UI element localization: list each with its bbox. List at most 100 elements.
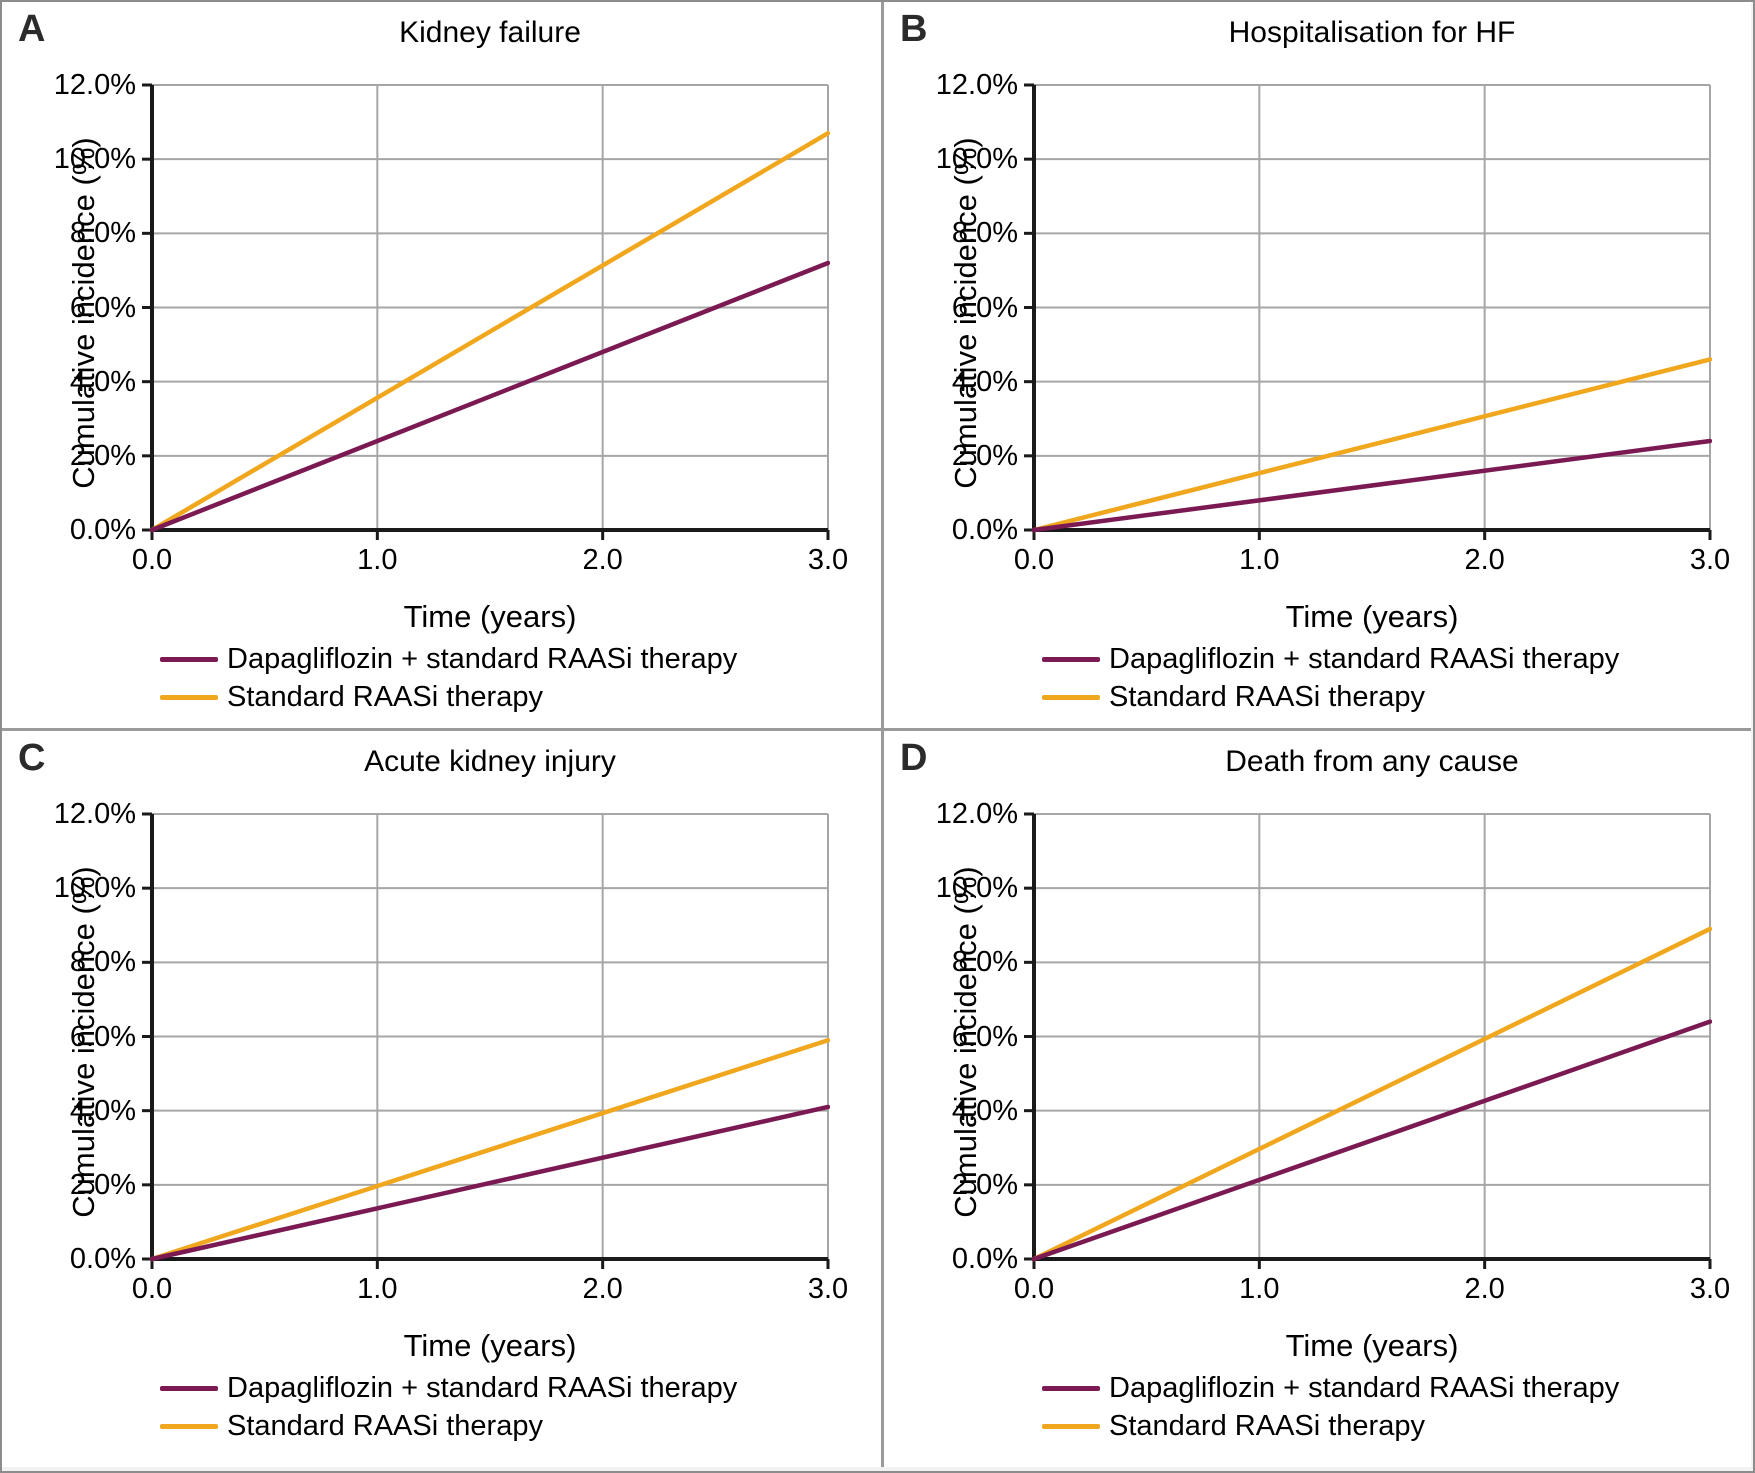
y-tick-label: 8.0% <box>69 217 136 250</box>
y-tick-label: 6.0% <box>951 291 1018 324</box>
y-tick-labels: 12.0% 10.0% 8.0% 6.0% 4.0% 2.0% 0.0% <box>2 798 136 1275</box>
x-tick-label: 0.0 <box>1013 1273 1055 1305</box>
y-tick-label: 2.0% <box>951 1168 1018 1201</box>
x-tick-label: 2.0 <box>1464 544 1505 576</box>
panel-hospitalisation-for-hf: B Hospitalisation for HF Cumulative inci… <box>884 2 1751 731</box>
x-tick-label: 3.0 <box>807 1273 849 1305</box>
x-tick-label: 3.0 <box>1689 1273 1731 1305</box>
y-tick-label: 2.0% <box>951 439 1018 472</box>
x-axis-title: Time (years) <box>403 599 577 634</box>
panel-title: Death from any cause <box>1225 745 1519 778</box>
y-tick-label: 10.0% <box>935 143 1018 176</box>
panel-title: Hospitalisation for HF <box>1228 16 1516 49</box>
panel-title: Acute kidney injury <box>364 745 616 778</box>
panel-letter: D <box>900 737 929 779</box>
panel-death-from-any-cause: D Death from any cause Cumulative incide… <box>884 731 1751 1467</box>
y-tick-label: 6.0% <box>69 291 136 324</box>
standard-line-swatch <box>160 694 218 700</box>
x-tick-label: 3.0 <box>1689 544 1731 576</box>
legend: Dapagliflozin + standard RAASi therapy S… <box>160 1369 737 1445</box>
x-tick-label: 2.0 <box>582 544 623 576</box>
legend-label: Dapagliflozin + standard RAASi therapy <box>1109 642 1620 675</box>
x-tick-labels: 0.0 1.0 2.0 3.0 <box>132 1273 848 1309</box>
x-tick-label: 0.0 <box>1013 544 1055 576</box>
x-tick-labels: 0.0 1.0 2.0 3.0 <box>1014 1273 1730 1309</box>
y-tick-label: 2.0% <box>69 1168 136 1201</box>
y-tick-label: 6.0% <box>69 1020 136 1053</box>
dapagliflozin-line-swatch <box>1042 1385 1100 1391</box>
y-tick-label: 12.0% <box>53 69 136 101</box>
y-tick-label: 0.0% <box>69 514 136 547</box>
legend-item-dapagliflozin: Dapagliflozin + standard RAASi therapy <box>160 640 737 678</box>
x-axis-title: Time (years) <box>1285 1328 1459 1363</box>
x-tick-label: 1.0 <box>357 544 398 576</box>
standard-line-swatch <box>1042 694 1100 700</box>
line-chart <box>142 812 830 1269</box>
legend-item-dapagliflozin: Dapagliflozin + standard RAASi therapy <box>1042 640 1619 678</box>
legend: Dapagliflozin + standard RAASi therapy S… <box>160 640 737 716</box>
y-tick-label: 0.0% <box>951 514 1018 547</box>
x-tick-label: 1.0 <box>1239 1273 1280 1305</box>
x-tick-label: 0.0 <box>131 544 173 576</box>
y-tick-label: 4.0% <box>951 1094 1018 1127</box>
x-tick-label: 2.0 <box>1464 1273 1505 1305</box>
x-tick-label: 2.0 <box>582 1273 623 1305</box>
x-tick-label: 1.0 <box>1239 544 1280 576</box>
legend-label: Standard RAASi therapy <box>1109 680 1425 713</box>
legend: Dapagliflozin + standard RAASi therapy S… <box>1042 1369 1619 1445</box>
legend-label: Dapagliflozin + standard RAASi therapy <box>227 1371 738 1404</box>
panel-letter: B <box>900 8 929 50</box>
y-tick-labels: 12.0% 10.0% 8.0% 6.0% 4.0% 2.0% 0.0% <box>884 69 1018 546</box>
standard-line-swatch <box>1042 1423 1100 1429</box>
y-tick-label: 8.0% <box>951 217 1018 250</box>
y-tick-label: 6.0% <box>951 1020 1018 1053</box>
panel-title: Kidney failure <box>399 16 581 49</box>
x-tick-label: 1.0 <box>357 1273 398 1305</box>
legend-item-standard: Standard RAASi therapy <box>160 1407 737 1445</box>
x-tick-labels: 0.0 1.0 2.0 3.0 <box>1014 544 1730 580</box>
legend-item-standard: Standard RAASi therapy <box>1042 1407 1619 1445</box>
legend-label: Dapagliflozin + standard RAASi therapy <box>1109 1371 1620 1404</box>
line-chart <box>1024 83 1712 540</box>
legend-label: Dapagliflozin + standard RAASi therapy <box>227 642 738 675</box>
x-axis-title: Time (years) <box>403 1328 577 1363</box>
y-tick-label: 10.0% <box>935 872 1018 905</box>
dapagliflozin-line-swatch <box>160 656 218 662</box>
panel-letter: C <box>18 737 47 779</box>
legend-label: Standard RAASi therapy <box>227 1409 543 1442</box>
standard-line-swatch <box>160 1423 218 1429</box>
y-tick-label: 10.0% <box>53 872 136 905</box>
y-tick-label: 12.0% <box>53 798 136 830</box>
y-tick-label: 2.0% <box>69 439 136 472</box>
legend-label: Standard RAASi therapy <box>227 680 543 713</box>
y-tick-label: 0.0% <box>69 1243 136 1276</box>
line-chart <box>1024 812 1712 1269</box>
line-chart <box>142 83 830 540</box>
x-tick-labels: 0.0 1.0 2.0 3.0 <box>132 544 848 580</box>
legend: Dapagliflozin + standard RAASi therapy S… <box>1042 640 1619 716</box>
y-tick-label: 8.0% <box>69 946 136 979</box>
dapagliflozin-line-swatch <box>1042 656 1100 662</box>
legend-item-standard: Standard RAASi therapy <box>1042 678 1619 716</box>
y-tick-label: 0.0% <box>951 1243 1018 1276</box>
legend-item-dapagliflozin: Dapagliflozin + standard RAASi therapy <box>1042 1369 1619 1407</box>
y-tick-label: 4.0% <box>951 365 1018 398</box>
legend-item-standard: Standard RAASi therapy <box>160 678 737 716</box>
y-tick-label: 4.0% <box>69 365 136 398</box>
y-tick-labels: 12.0% 10.0% 8.0% 6.0% 4.0% 2.0% 0.0% <box>2 69 136 546</box>
y-tick-label: 12.0% <box>935 69 1018 101</box>
y-tick-labels: 12.0% 10.0% 8.0% 6.0% 4.0% 2.0% 0.0% <box>884 798 1018 1275</box>
y-tick-label: 12.0% <box>935 798 1018 830</box>
y-tick-label: 4.0% <box>69 1094 136 1127</box>
x-axis-title: Time (years) <box>1285 599 1459 634</box>
panel-acute-kidney-injury: C Acute kidney injury Cumulative inciden… <box>2 731 884 1467</box>
legend-label: Standard RAASi therapy <box>1109 1409 1425 1442</box>
y-tick-label: 10.0% <box>53 143 136 176</box>
x-tick-label: 0.0 <box>131 1273 173 1305</box>
dapagliflozin-line-swatch <box>160 1385 218 1391</box>
panel-letter: A <box>18 8 47 50</box>
legend-item-dapagliflozin: Dapagliflozin + standard RAASi therapy <box>160 1369 737 1407</box>
y-tick-label: 8.0% <box>951 946 1018 979</box>
x-tick-label: 3.0 <box>807 544 849 576</box>
